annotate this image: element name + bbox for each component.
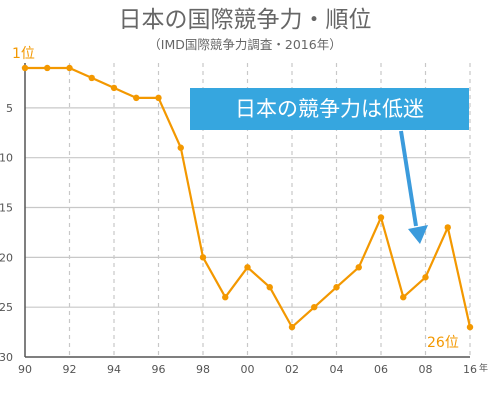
last-point-label: 26位 [427, 335, 459, 351]
chart-title: 日本の国際競争力・順位 [119, 7, 372, 33]
data-point [400, 294, 407, 301]
data-point [466, 323, 474, 331]
data-point [155, 94, 162, 102]
y-tick-label: 15 [0, 202, 13, 215]
first-point-label: 1位 [12, 46, 35, 62]
data-point [266, 284, 273, 291]
y-tick-label: 5 [6, 102, 13, 115]
data-point [88, 74, 95, 82]
callout: 日本の競争力は低迷 [190, 88, 469, 130]
x-tick-label: 96 [152, 363, 166, 376]
callout-arrow-head [408, 225, 428, 244]
data-point [311, 303, 318, 311]
data-point [133, 94, 140, 102]
data-point [244, 264, 251, 271]
x-tick-label: 94 [107, 363, 121, 376]
data-point [44, 64, 51, 72]
data-point [422, 274, 429, 281]
x-tick-label: 98 [196, 363, 210, 376]
y-tick-label: 30 [0, 351, 13, 364]
callout-arrow-shaft [399, 130, 418, 227]
data-point [66, 64, 73, 72]
x-tick-label: 90 [18, 363, 32, 376]
x-tick-label: 08 [419, 363, 433, 376]
callout-arrow [399, 130, 428, 244]
axes [24, 63, 470, 358]
y-tick-label: 20 [0, 251, 13, 264]
x-tick-label: 92 [63, 363, 77, 376]
x-tick-label: 06 [374, 363, 388, 376]
x-tick-label: 02 [285, 363, 299, 376]
y-tick-label: 25 [0, 301, 13, 314]
series [21, 64, 474, 331]
data-point [333, 284, 340, 291]
x-tick-label: 16 [463, 363, 477, 376]
data-point [199, 254, 207, 261]
data-point [21, 64, 29, 72]
tick-labels: 5 10 15 20 25 30 90 92 94 96 98 00 02 04 06 08 16 年 [0, 102, 488, 376]
x-tick-label: 04 [330, 363, 344, 376]
data-point [355, 264, 362, 271]
callout-text: 日本の競争力は低迷 [235, 97, 424, 121]
data-point [177, 144, 184, 151]
y-tick-label: 10 [0, 152, 13, 165]
data-point [222, 294, 229, 301]
data-point [444, 224, 451, 231]
callout-box [190, 88, 469, 130]
chart-subtitle: （IMD国際競争力調査・2016年） [148, 37, 341, 52]
data-point [110, 84, 118, 92]
data-point [288, 323, 296, 331]
data-point [377, 214, 385, 221]
x-unit-label: 年 [479, 362, 488, 374]
x-tick-label: 00 [241, 363, 255, 376]
